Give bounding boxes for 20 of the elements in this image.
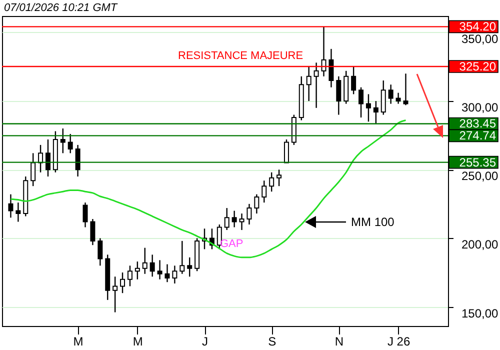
y-tick-label: 250,00 <box>462 169 499 184</box>
x-tick-label: J 26 <box>387 334 410 348</box>
text: MM 100 <box>351 215 395 229</box>
annotation: RESISTANCE MAJEURE <box>178 50 304 62</box>
annotation: GAP <box>220 238 244 250</box>
x-tick-label: J <box>202 334 208 348</box>
y-tick-label: 300,00 <box>462 100 499 115</box>
ref-line-label: 325.20 <box>459 59 496 74</box>
chart-title: 07/01/2026 10:21 GMT <box>4 2 118 14</box>
x-tick-label: M <box>73 334 84 348</box>
x-tick-label: N <box>334 334 344 348</box>
y-tick-label: 200,00 <box>462 238 499 252</box>
x-tick-label: M <box>132 334 143 348</box>
y-tick-label: 150,00 <box>462 306 499 320</box>
ref-line-label: 274.74 <box>459 128 496 143</box>
y-tick-label: 350,00 <box>462 32 499 46</box>
x-tick-label: S <box>268 334 276 348</box>
ref-line-label: 354.20 <box>459 20 496 34</box>
ref-line-label: 283.45 <box>459 116 496 131</box>
ref-line-label: 255.35 <box>459 155 496 170</box>
